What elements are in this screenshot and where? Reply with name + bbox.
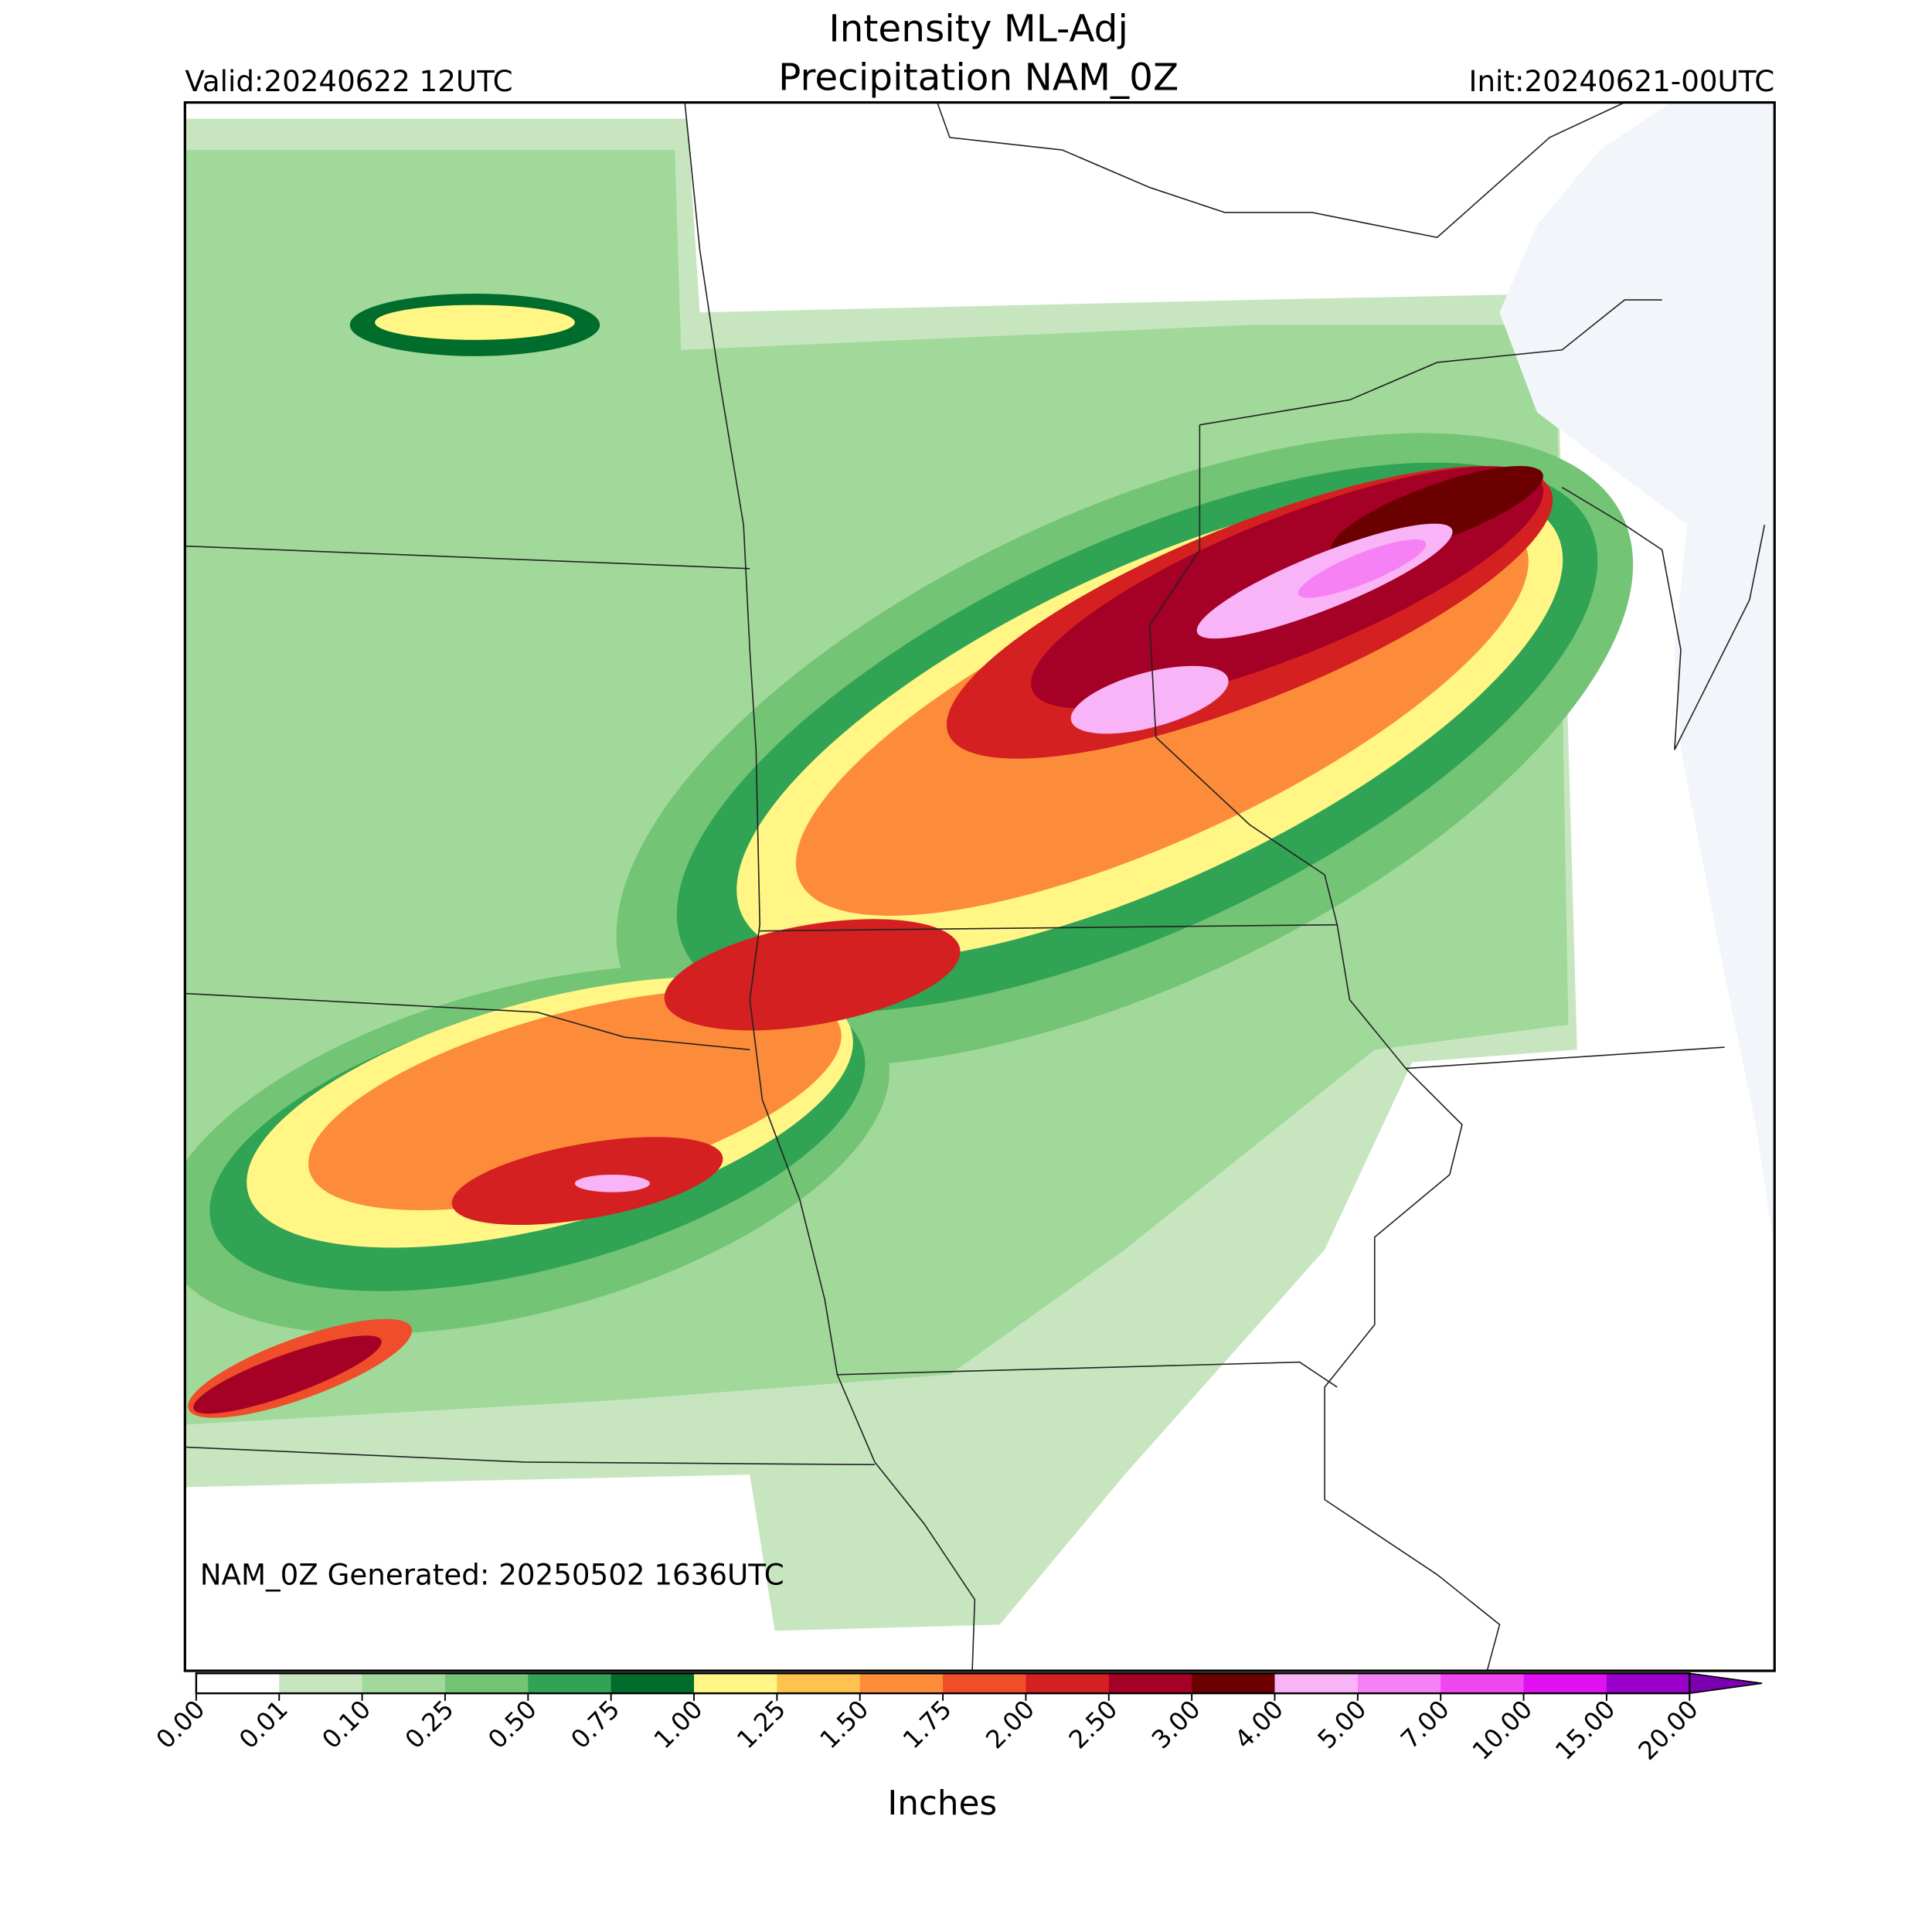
colorbar-segment — [196, 1673, 280, 1694]
colorbar-tick-label: 2.00 — [980, 1695, 1040, 1755]
colorbar-segment — [279, 1673, 363, 1694]
state-border — [1406, 1046, 1725, 1070]
colorbar-tick-label: 1.25 — [731, 1695, 791, 1755]
borders — [185, 101, 1766, 1672]
colorbar-segment — [1108, 1673, 1192, 1694]
colorbar-tick-label: 1.50 — [815, 1695, 875, 1755]
colorbar-segment — [1192, 1673, 1275, 1694]
colorbar: 0.00 0.01 0.10 0.25 0.50 0.75 1.00 1.25 1.50 1.75… — [151, 1672, 1763, 1766]
state-border — [185, 545, 750, 570]
title: Precipitation NAM_0Z — [778, 56, 1179, 99]
colorbar-tick-label: 0.75 — [565, 1695, 625, 1755]
precip-area — [1298, 539, 1427, 598]
state-border — [684, 102, 976, 1672]
shoreline — [1199, 299, 1662, 426]
colorbar-tick-label: 2.50 — [1063, 1695, 1124, 1755]
colorbar-segment — [528, 1673, 612, 1694]
state-border — [185, 992, 750, 1051]
colorbar-segment — [1274, 1673, 1359, 1694]
colorbar-segment — [859, 1673, 944, 1694]
title: Intensity ML-Adj — [828, 7, 1128, 50]
colorbar-label: Inches — [887, 1784, 997, 1823]
shoreline — [937, 101, 1625, 239]
colorbar-tick-label: 0.25 — [400, 1695, 460, 1755]
colorbar-segment — [362, 1673, 446, 1694]
colorbar-tick-label: 0.10 — [316, 1695, 376, 1755]
precip-area — [193, 1335, 382, 1414]
map — [185, 102, 1775, 1631]
colorbar-segment — [1026, 1673, 1110, 1694]
colorbar-segment — [611, 1673, 695, 1694]
colorbar-tick-label: 20.00 — [1633, 1695, 1704, 1766]
generated-note: NAM_0Z Generated: 20250502 1636UTC — [200, 1557, 784, 1591]
state-border — [1148, 424, 1501, 1672]
valid-time: Valid:20240622 12UTC — [185, 64, 512, 98]
colorbar-tick-label: 0.01 — [233, 1695, 294, 1755]
state-border — [185, 1446, 875, 1466]
colorbar-segment — [1606, 1673, 1690, 1694]
lake — [1499, 102, 1775, 1250]
precip-area — [308, 989, 842, 1210]
colorbar-extend — [1689, 1672, 1763, 1695]
precip-area — [574, 1175, 650, 1192]
precip-area — [664, 919, 961, 1031]
colorbar-segment — [1523, 1673, 1607, 1694]
precip-area — [375, 304, 575, 340]
colorbar-tick-label: 7.00 — [1395, 1695, 1455, 1755]
colorbar-tick-label: 5.00 — [1312, 1695, 1372, 1755]
init-time: Init:20240621-00UTC — [1469, 64, 1775, 98]
colorbar-tick-label: 1.00 — [648, 1695, 709, 1755]
colorbar-tick-label: 10.00 — [1467, 1695, 1538, 1766]
colorbar-tick-label: 4.00 — [1229, 1695, 1289, 1755]
colorbar-segment — [1357, 1673, 1441, 1694]
shoreline — [1561, 486, 1766, 750]
colorbar-tick-label: 0.50 — [482, 1695, 543, 1755]
state-border — [760, 923, 1338, 932]
precip-area — [1070, 665, 1229, 734]
state-border — [837, 1361, 1338, 1388]
colorbar-segment — [943, 1673, 1026, 1694]
colorbar-segment — [1440, 1673, 1525, 1694]
map-frame — [183, 100, 1776, 1672]
colorbar-tick-label: 15.00 — [1549, 1695, 1621, 1766]
colorbar-segment — [777, 1673, 861, 1694]
colorbar-segment — [444, 1673, 529, 1694]
colorbar-segment — [694, 1673, 777, 1694]
colorbar-tick-label: 3.00 — [1146, 1695, 1206, 1755]
colorbar-tick-label: 0.00 — [151, 1695, 211, 1755]
colorbar-tick-label: 1.75 — [897, 1695, 957, 1755]
